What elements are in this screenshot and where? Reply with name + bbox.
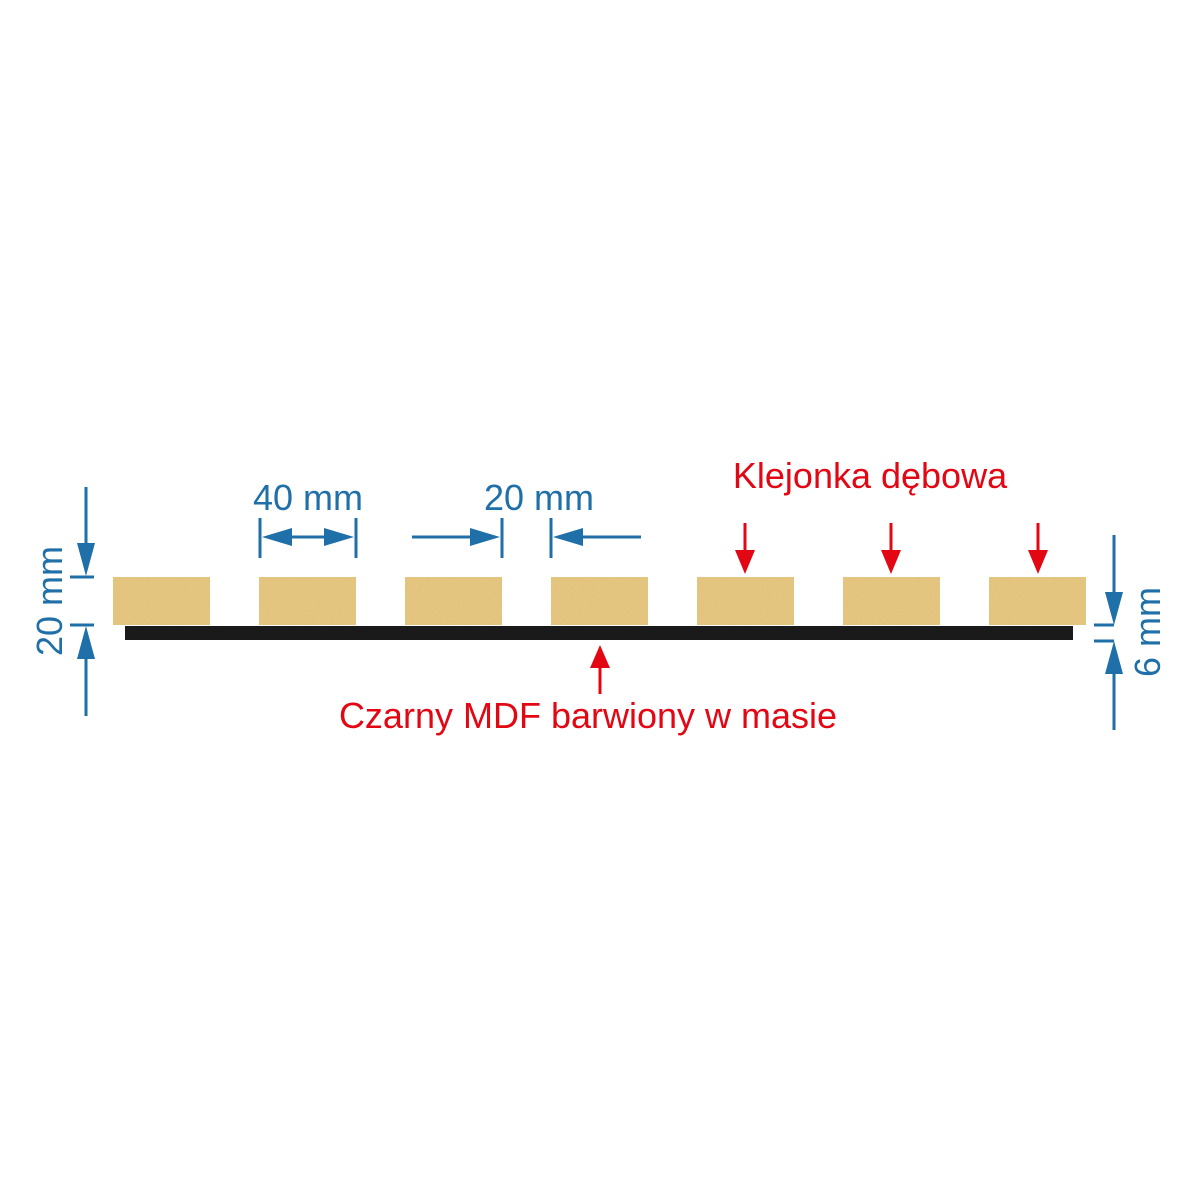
oak-slat <box>843 577 940 625</box>
dimension-40mm-label: 40 mm <box>253 477 363 518</box>
mdf-arrow <box>590 645 610 694</box>
oak-glulam-label: Klejonka dębowa <box>733 455 1008 496</box>
oak-slat <box>697 577 794 625</box>
oak-slats <box>113 577 1086 625</box>
dimension-20mm-gap-label: 20 mm <box>484 477 594 518</box>
dimension-20mm-height-label: 20 mm <box>29 546 70 656</box>
dimension-20mm-gap <box>412 518 641 558</box>
dimension-6mm-label: 6 mm <box>1127 587 1168 677</box>
black-mdf-board <box>125 626 1073 640</box>
dimension-20mm-height <box>70 487 95 716</box>
oak-slat <box>259 577 356 625</box>
oak-slat <box>405 577 502 625</box>
oak-slat <box>989 577 1086 625</box>
dimension-6mm-thickness <box>1094 535 1123 730</box>
mdf-label: Czarny MDF barwiony w masie <box>339 695 837 736</box>
dimension-40mm <box>258 518 358 558</box>
oak-arrows <box>735 523 1048 574</box>
oak-slat <box>551 577 648 625</box>
oak-slat <box>113 577 210 625</box>
